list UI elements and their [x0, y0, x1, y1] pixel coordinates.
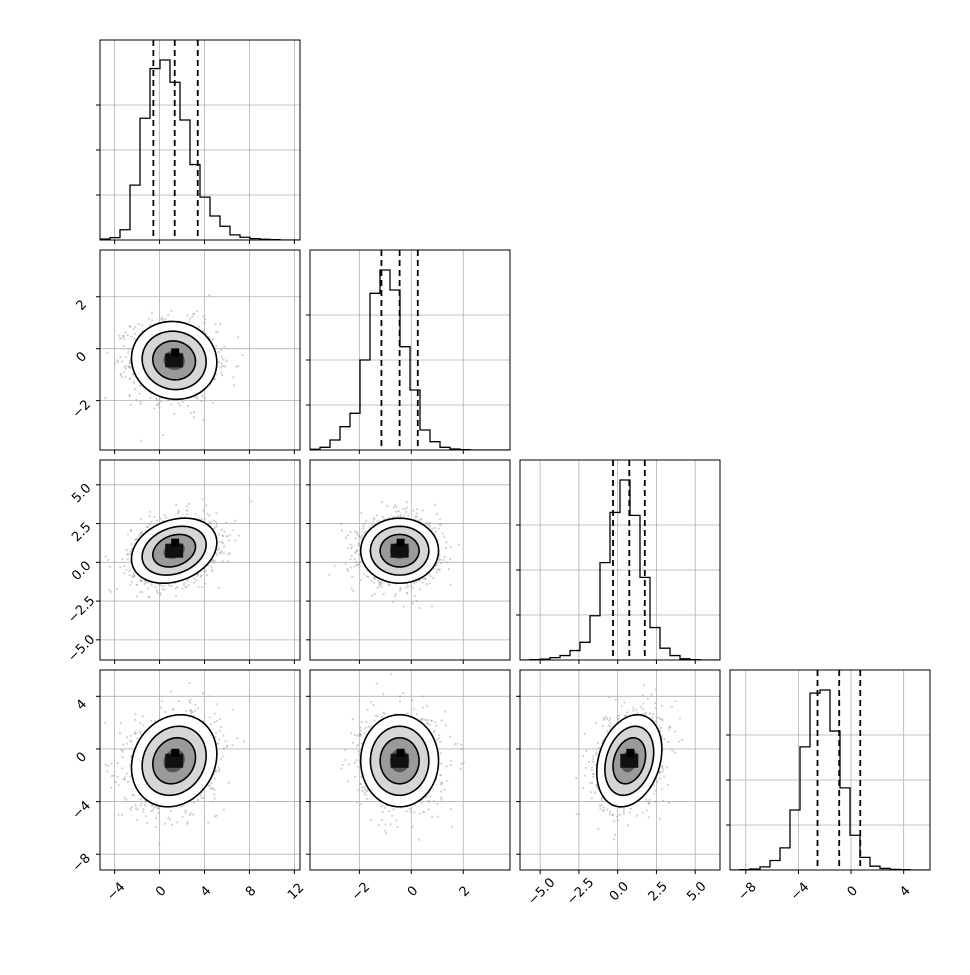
ytick-label-1-2: 2 — [74, 297, 90, 313]
panel-1-1 — [306, 250, 510, 454]
xtick-label-3-2: 0 — [845, 884, 861, 900]
density-peak-3-0 — [171, 749, 179, 757]
ytick-label-2-2: 0.0 — [69, 559, 94, 584]
panel-2-2 — [516, 460, 720, 664]
panel-3-1 — [306, 670, 510, 874]
density-peak-1-0 — [171, 348, 179, 356]
xtick-label-2-1: −2.5 — [564, 875, 597, 908]
ytick-label-3-2: 0 — [74, 750, 90, 766]
panel-3-2-content — [520, 670, 720, 870]
panel-3-3-content — [730, 670, 930, 870]
xtick-label-0-4: 12 — [285, 881, 307, 903]
ytick-label-3-0: −8 — [70, 851, 94, 875]
panel-3-1-content — [310, 670, 510, 870]
xtick-label-0-0: −4 — [104, 880, 128, 904]
panel-2-1-content — [310, 460, 510, 660]
panel-1-1-content — [310, 250, 510, 450]
panel-2-2-content — [520, 460, 720, 660]
xtick-label-3-1: −4 — [788, 880, 812, 904]
panel-3-0-content — [100, 670, 300, 870]
ytick-label-3-3: 4 — [74, 697, 90, 713]
xtick-label-1-1: 0 — [405, 884, 421, 900]
xtick-label-0-1: 0 — [153, 884, 169, 900]
ytick-label-1-0: −2 — [70, 397, 94, 421]
xtick-label-1-0: −2 — [349, 880, 373, 904]
density-peak-2-1 — [397, 539, 405, 547]
density-peak-3-1 — [397, 749, 405, 757]
panel-1-0 — [87, 250, 300, 454]
ytick-label-3-1: −4 — [70, 798, 94, 822]
panel-3-2 — [516, 670, 720, 874]
xtick-label-3-3: 4 — [897, 884, 913, 900]
ytick-label-2-4: 5.0 — [69, 481, 94, 506]
density-peak-3-2 — [626, 749, 634, 757]
xtick-label-3-0: −8 — [735, 880, 759, 904]
ytick-label-2-3: 2.5 — [69, 520, 94, 545]
ytick-label-2-0: −5.0 — [65, 632, 98, 665]
panel-2-0 — [96, 460, 300, 664]
density-peak-2-0 — [171, 539, 179, 547]
panel-2-1 — [306, 460, 510, 664]
panel-2-0-content — [100, 460, 300, 660]
xtick-label-2-4: 5.0 — [684, 879, 709, 904]
xtick-label-1-2: 2 — [457, 884, 473, 900]
panel-0-0 — [96, 40, 300, 244]
xtick-label-0-2: 4 — [198, 884, 214, 900]
xtick-label-2-3: 2.5 — [646, 879, 671, 904]
panel-0-0-content — [100, 40, 300, 240]
ytick-label-2-1: −2.5 — [65, 593, 98, 626]
panel-3-0 — [96, 670, 300, 874]
ytick-label-1-1: 0 — [74, 349, 90, 365]
panel-1-0-content — [87, 250, 300, 450]
xtick-label-0-3: 8 — [243, 884, 259, 900]
panel-3-3 — [726, 670, 930, 874]
xtick-label-2-0: −5.0 — [525, 875, 558, 908]
xtick-label-2-2: 0.0 — [607, 879, 632, 904]
